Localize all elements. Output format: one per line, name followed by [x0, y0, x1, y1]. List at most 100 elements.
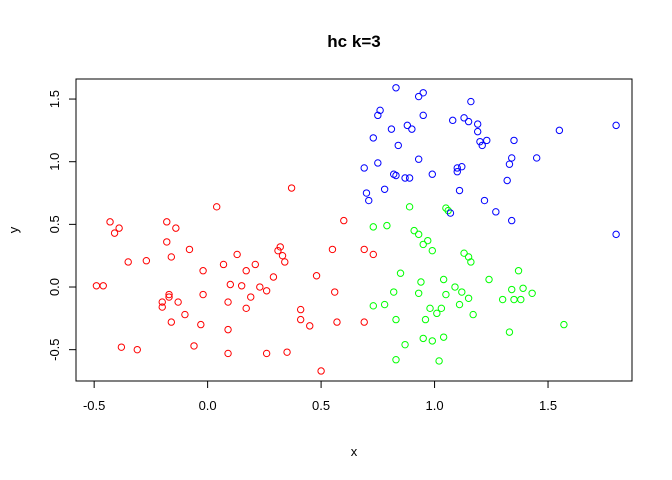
data-point	[519, 284, 527, 292]
data-point	[392, 84, 400, 92]
data-point	[419, 89, 427, 97]
data-point	[458, 163, 466, 171]
series-2	[369, 203, 568, 365]
data-point	[213, 203, 221, 211]
data-point	[174, 298, 182, 306]
data-point	[419, 111, 427, 120]
y-axis-label: y	[6, 226, 21, 233]
data-point	[219, 260, 228, 269]
data-point	[417, 278, 425, 286]
data-point	[560, 320, 568, 329]
x-tick-label: 1.5	[539, 398, 557, 413]
data-point	[492, 208, 500, 216]
data-point	[414, 92, 423, 101]
data-point	[117, 343, 126, 351]
data-point	[242, 304, 250, 313]
data-point	[181, 310, 189, 319]
data-point	[380, 185, 389, 193]
data-point	[505, 160, 514, 168]
data-point	[453, 168, 461, 176]
plot-frame	[75, 78, 633, 382]
data-point	[410, 226, 418, 235]
data-point	[360, 164, 368, 172]
data-point	[274, 246, 282, 255]
data-point	[172, 224, 180, 232]
y-tick-label: -0.5	[47, 338, 62, 360]
data-point	[340, 216, 348, 225]
data-point	[444, 206, 452, 215]
series-1	[92, 184, 377, 375]
data-point	[396, 269, 405, 277]
data-point	[435, 357, 443, 365]
data-point	[467, 258, 475, 266]
data-point	[158, 303, 166, 311]
data-point	[451, 283, 459, 291]
data-point	[467, 97, 475, 106]
data-point	[376, 106, 384, 115]
data-point	[514, 267, 523, 275]
data-point	[455, 186, 464, 195]
data-point	[449, 116, 457, 125]
data-point	[328, 245, 337, 254]
data-points	[92, 84, 620, 375]
data-point	[390, 288, 398, 296]
data-point	[369, 302, 377, 310]
data-point	[369, 250, 377, 259]
data-point	[612, 121, 620, 130]
data-point	[460, 249, 468, 257]
data-point	[333, 318, 341, 326]
data-point	[510, 295, 518, 304]
series-3	[360, 84, 620, 239]
data-point	[158, 298, 166, 306]
data-point	[124, 258, 132, 266]
x-tick-label: -0.5	[83, 398, 105, 413]
chart-title: hc k=3	[327, 32, 380, 51]
data-point	[446, 209, 455, 217]
data-point	[276, 243, 284, 251]
data-point	[392, 355, 400, 364]
data-point	[224, 298, 232, 306]
data-point	[498, 295, 507, 304]
y-tick-label: 0.5	[47, 215, 62, 233]
data-point	[262, 349, 271, 358]
y-tick-label: 0.0	[47, 278, 62, 296]
data-point	[419, 240, 427, 249]
data-point	[374, 159, 382, 167]
data-point	[458, 288, 466, 296]
y-tick-label: 1.5	[47, 90, 62, 108]
data-point	[247, 293, 255, 301]
data-point	[99, 282, 107, 290]
data-point	[369, 134, 377, 142]
data-point	[508, 154, 516, 162]
data-point	[224, 325, 232, 334]
data-point	[478, 141, 486, 150]
data-point	[165, 293, 173, 301]
data-point	[283, 348, 291, 356]
data-point	[296, 305, 305, 314]
data-point	[528, 289, 536, 297]
data-point	[428, 337, 436, 345]
data-point	[437, 304, 446, 313]
data-point	[360, 318, 368, 326]
data-point	[163, 218, 171, 226]
data-point	[473, 127, 482, 136]
data-point	[421, 315, 430, 324]
data-point	[508, 285, 516, 294]
data-point	[394, 141, 402, 150]
data-point	[401, 174, 409, 182]
data-point	[469, 310, 477, 319]
data-point	[110, 229, 119, 237]
data-point	[505, 328, 514, 336]
data-point	[165, 290, 173, 299]
data-point	[387, 125, 396, 133]
data-point	[115, 224, 123, 232]
data-point	[439, 275, 448, 284]
x-tick-label: 1.0	[426, 398, 444, 413]
data-point	[503, 176, 511, 185]
data-point	[224, 349, 232, 358]
data-point	[199, 290, 207, 299]
data-point	[476, 137, 484, 146]
data-point	[296, 315, 305, 324]
data-point	[256, 283, 264, 291]
data-point	[455, 300, 464, 309]
